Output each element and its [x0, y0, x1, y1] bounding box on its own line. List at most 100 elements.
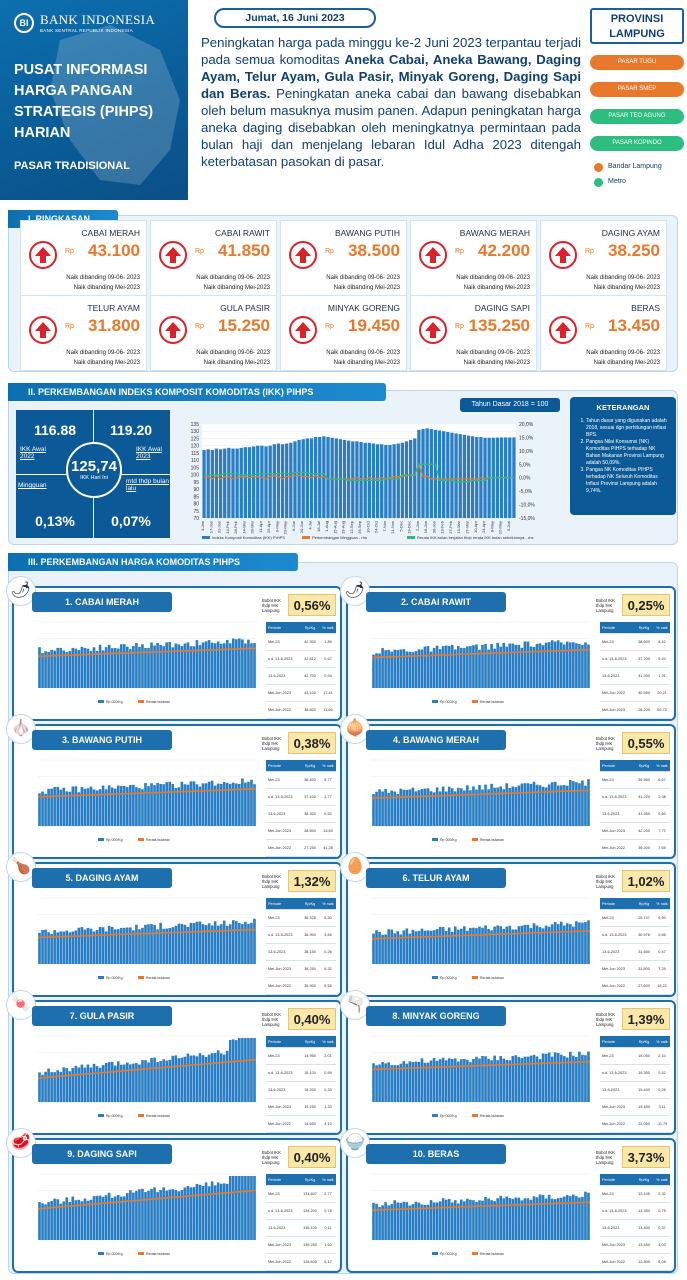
price-bar: [195, 1056, 199, 1102]
price-bar: [98, 789, 102, 826]
price-bar: [429, 651, 433, 688]
bobot-label: Bobot IKK thdp IHK Lampung: [262, 874, 281, 889]
market-button[interactable]: PASAR SMEP: [590, 82, 684, 97]
price-bar: [56, 647, 59, 688]
ikk-bar: [454, 433, 458, 518]
price-bar: [472, 786, 475, 826]
commodity-price: 38.250: [608, 241, 660, 260]
price-bar: [86, 788, 90, 826]
price-cell: 35.900: [304, 984, 316, 988]
price-bar: [201, 1055, 205, 1102]
price-bar: [411, 929, 415, 964]
currency-label: Rp: [585, 248, 594, 255]
price-bar: [83, 788, 87, 826]
price-bar: [463, 1201, 466, 1240]
price-bar: [192, 923, 196, 964]
price-bar: [441, 927, 445, 964]
commodity-title: 5. DAGING AYAM: [32, 868, 172, 888]
price-bar: [529, 646, 533, 688]
price-bar: [129, 1190, 132, 1240]
price-bar: [378, 653, 381, 688]
price-bar: [180, 1190, 184, 1240]
price-bar: [122, 785, 126, 826]
price-bar: [550, 1198, 554, 1240]
legend-swatch: [138, 1252, 144, 1255]
price-cell: 128.600: [303, 1260, 317, 1264]
price-bar: [62, 931, 66, 964]
price-bar: [228, 1175, 232, 1240]
price-bar: [441, 1198, 445, 1240]
change-note-week: Naik dibanding 09-06- 2023: [326, 275, 400, 281]
price-bar: [496, 1198, 499, 1240]
commodity-icon: 🍗: [6, 852, 36, 882]
ikk-bar: [218, 449, 223, 518]
pct-cell: 2,10: [658, 1054, 666, 1058]
summary-card: DAGING AYAM Rp 38.250 Naik dibanding 09-06-…: [540, 220, 667, 296]
table-row: s.d. 13-6-2023 19.350 0,52: [600, 1065, 670, 1082]
price-bar: [89, 651, 93, 688]
price-bar: [587, 1051, 590, 1102]
price-bar: [450, 931, 454, 964]
table-header: Periode Rp/Kg % naik: [266, 898, 336, 910]
price-bar: [517, 926, 521, 964]
pct-cell: 0,37: [658, 1226, 666, 1230]
price-bar: [104, 1062, 108, 1102]
price-bar: [572, 926, 575, 964]
price-bar: [517, 644, 521, 688]
table-row: Mei-23 36.325 5,30: [266, 910, 336, 927]
price-bar: [575, 643, 578, 688]
price-cell: 13.145: [638, 1192, 650, 1196]
x-tick-label: 10-Apr: [473, 520, 478, 533]
price-bar: [216, 1182, 220, 1240]
change-note-week: Naik dibanding 09-06- 2023: [326, 350, 400, 356]
change-note-week: Naik dibanding 09-06- 2023: [66, 275, 140, 281]
price-bar: [493, 648, 496, 688]
ikk-bar: [404, 441, 409, 518]
price-bar: [156, 642, 159, 688]
ikk-bar: [421, 429, 425, 518]
market-button[interactable]: PASAR KOPINDO: [590, 136, 684, 151]
market-button[interactable]: PASAR TUGU: [590, 55, 684, 70]
market-button[interactable]: PASAR TEO AGUNG: [590, 109, 684, 124]
price-bar: [44, 1071, 47, 1102]
price-bar: [250, 643, 253, 688]
price-bar: [435, 1060, 439, 1102]
price-bar: [177, 1058, 181, 1102]
price-bar: [65, 1068, 69, 1102]
ikk-bar: [392, 444, 396, 518]
up-arrow-icon: [289, 316, 317, 344]
price-bar: [89, 1199, 93, 1240]
price-bar: [535, 1197, 539, 1240]
pct-cell: 0,26: [324, 950, 332, 954]
price-bar: [375, 791, 378, 826]
period-cell: 13-6-2023: [268, 812, 286, 816]
price-bar: [490, 1200, 493, 1240]
price-bar: [47, 1068, 50, 1102]
table-row: Mei-Jun 2023 13.450 4,03: [600, 1237, 670, 1254]
price-bar: [472, 927, 475, 964]
price-bar: [183, 784, 187, 826]
price-bar: [481, 644, 484, 688]
price-bar: [402, 1201, 406, 1240]
price-bar: [201, 924, 205, 964]
price-bar: [222, 781, 226, 826]
price-bar: [210, 642, 214, 688]
legend-label: Rerata IKK bulan berjalan thdp rerata IK…: [417, 535, 534, 540]
ikk-bar: [227, 447, 231, 518]
price-bar: [544, 787, 548, 826]
price-bar: [453, 791, 457, 826]
price-bar: [98, 1067, 102, 1102]
table-row: Mei-Jun 2023 31.800 7,29: [600, 961, 670, 978]
price-bar: [559, 921, 563, 964]
bobot-label: Bobot IKK thdp IHK Lampung: [596, 874, 615, 889]
col-header: Periode: [268, 1177, 282, 1182]
report-date: Jumat, 16 Juni 2023: [214, 8, 376, 28]
bobot-value: 0,55%: [622, 732, 670, 754]
y-tick-label: 70: [193, 516, 199, 522]
legend-label: Rp 000/Kg: [106, 1114, 123, 1118]
x-tick-label: 9-May: [274, 521, 279, 532]
price-bar: [517, 785, 521, 826]
price-bar: [556, 640, 560, 688]
period-cell: 13-6-2023: [602, 950, 620, 954]
period-cell: Mei-23: [268, 640, 280, 644]
